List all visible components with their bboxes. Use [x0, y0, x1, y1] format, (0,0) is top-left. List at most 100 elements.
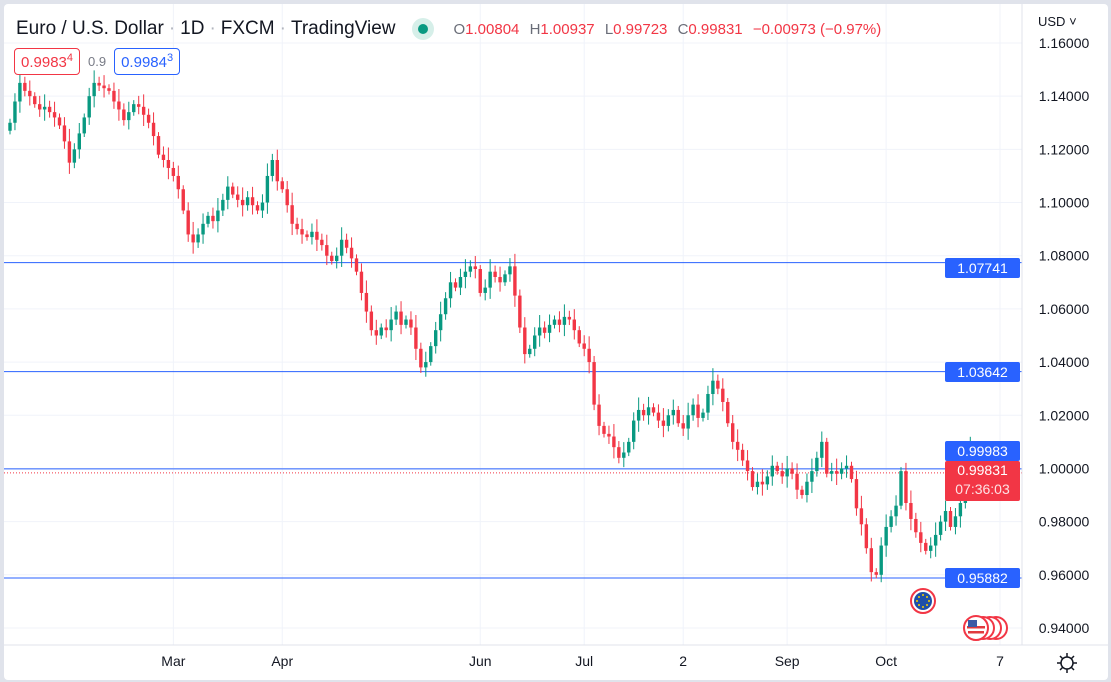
candle-body — [38, 104, 42, 110]
candle-body — [904, 471, 908, 504]
candle-body — [488, 271, 492, 288]
candle-body — [825, 441, 829, 474]
candle-body — [879, 545, 883, 575]
time-tick-label: 2 — [679, 653, 687, 669]
candle-body — [112, 90, 116, 102]
candle-body — [339, 239, 344, 256]
candle-body — [929, 545, 933, 551]
level-label[interactable]: 0.95882 — [945, 568, 1020, 588]
candle-body — [414, 327, 418, 349]
candle-body — [933, 534, 938, 546]
candle-body — [805, 481, 809, 496]
candle-body — [122, 109, 126, 121]
candle-body — [236, 194, 240, 200]
candlestick-chart[interactable]: 1.16000 1.14000 1.12000 1.10000 1.08000 1.060… — [4, 4, 1108, 680]
candle-body — [854, 479, 859, 509]
candle-body — [874, 572, 878, 575]
price-tick-label: 1.06000 — [1039, 301, 1090, 317]
candle-body — [265, 175, 270, 203]
change-value: −0.00973 (−0.97%) — [752, 20, 882, 38]
last-price-label: 0.99831 07:36:03 — [945, 461, 1020, 501]
level-label[interactable]: 1.03642 — [945, 362, 1020, 382]
candle-body — [419, 348, 423, 368]
market-status-icon — [417, 24, 428, 34]
candle-body — [211, 215, 215, 222]
candle-body — [899, 471, 903, 506]
candle-body — [176, 175, 180, 190]
settings-gear-icon[interactable] — [1056, 652, 1078, 674]
candle-body — [23, 82, 27, 91]
candle-body — [369, 311, 374, 331]
candle-body — [201, 223, 205, 235]
candle-body — [320, 239, 324, 246]
candle-body — [602, 425, 606, 434]
interval[interactable]: 1D — [180, 18, 205, 39]
chart-legend: Euro / U.S. Dollar · 1D · FXCM · Trading… — [16, 18, 887, 40]
us-flag-icon[interactable] — [962, 614, 1012, 642]
buy-price-pip: 3 — [166, 52, 174, 64]
spread: 0.9 — [88, 54, 107, 69]
candle-body — [245, 197, 250, 206]
time-tick-label: Jul — [575, 653, 593, 669]
sell-button[interactable]: 0.99834 — [14, 48, 81, 75]
candle-body — [676, 409, 680, 424]
candle-body — [790, 468, 794, 474]
candle-body — [508, 266, 512, 275]
candle-body — [617, 447, 621, 458]
candle-body — [740, 449, 745, 461]
platform: TradingView — [290, 18, 396, 39]
candle-body — [62, 125, 67, 142]
candle-body — [67, 141, 72, 163]
candle-body — [102, 85, 106, 89]
candle-body — [359, 271, 364, 293]
candle-body — [18, 82, 22, 102]
level-label[interactable]: 0.99983 — [945, 441, 1020, 461]
candle-body — [815, 457, 819, 472]
candle-body — [493, 271, 497, 277]
candle-body — [260, 202, 265, 211]
candle-body — [755, 481, 760, 488]
price-tick-label: 0.98000 — [1039, 514, 1090, 530]
price-tick-label: 1.12000 — [1039, 141, 1090, 157]
candle-body — [325, 245, 329, 256]
separator: · — [209, 18, 216, 39]
candle-body — [785, 468, 789, 477]
candle-body — [518, 295, 522, 328]
low-label: L — [604, 20, 614, 38]
candle-body — [8, 122, 12, 131]
candle-body — [820, 441, 824, 458]
candle-body — [513, 266, 517, 296]
sell-price-pip: 4 — [66, 52, 74, 64]
buy-button[interactable]: 0.99843 — [114, 48, 181, 75]
price-tick-label: 1.16000 — [1039, 35, 1090, 51]
low-value: 0.99723 — [613, 20, 668, 38]
eu-flag-icon[interactable] — [909, 587, 937, 615]
time-tick-label: Mar — [161, 653, 185, 669]
candle-body — [894, 505, 898, 517]
candle-body — [632, 420, 636, 442]
candle-body — [270, 159, 275, 176]
currency-selector[interactable]: USD ˅ — [1038, 14, 1077, 29]
time-tick-label: Sep — [775, 653, 800, 669]
candle-body — [884, 526, 888, 546]
candle-body — [830, 471, 834, 474]
level-label[interactable]: 1.07741 — [945, 258, 1020, 278]
candle-body — [443, 298, 448, 315]
candle-body — [434, 330, 438, 347]
last-price: 0.99831 — [957, 462, 1008, 478]
candle-body — [765, 476, 770, 485]
candle-body — [483, 287, 487, 293]
candle-body — [275, 159, 279, 182]
high-value: 1.00937 — [540, 20, 595, 38]
candle-body — [295, 223, 299, 230]
candle-body — [280, 181, 284, 190]
chart-container[interactable]: 1.16000 1.14000 1.12000 1.10000 1.08000 1.060… — [4, 4, 1108, 680]
candle-body — [394, 311, 398, 320]
candle-body — [52, 112, 57, 118]
candle-body — [156, 136, 161, 155]
symbol-name[interactable]: Euro / U.S. Dollar — [16, 18, 164, 39]
candle-body — [731, 423, 735, 442]
candle-body — [364, 292, 369, 312]
high-label: H — [529, 20, 541, 38]
candle-body — [424, 362, 428, 368]
